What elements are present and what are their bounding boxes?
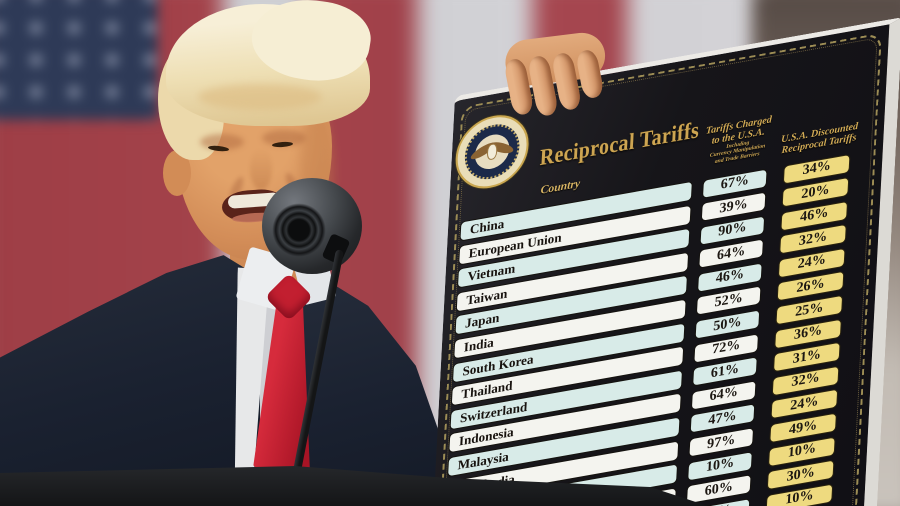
tariff-board: Reciprocal Tariffs Tariffs Charged to th… [423, 17, 900, 506]
hand-holding-board [492, 3, 623, 127]
seal-ring [463, 120, 521, 184]
suit-left-shoulder [0, 255, 260, 506]
microphone-grille [268, 200, 330, 260]
brow-shadow-right [262, 130, 306, 146]
nose-shadow [250, 148, 272, 190]
flag-star-canton [0, 0, 158, 120]
seal-center [469, 131, 516, 172]
eagle-body-icon [486, 142, 498, 161]
hairline-shadow [198, 84, 322, 110]
